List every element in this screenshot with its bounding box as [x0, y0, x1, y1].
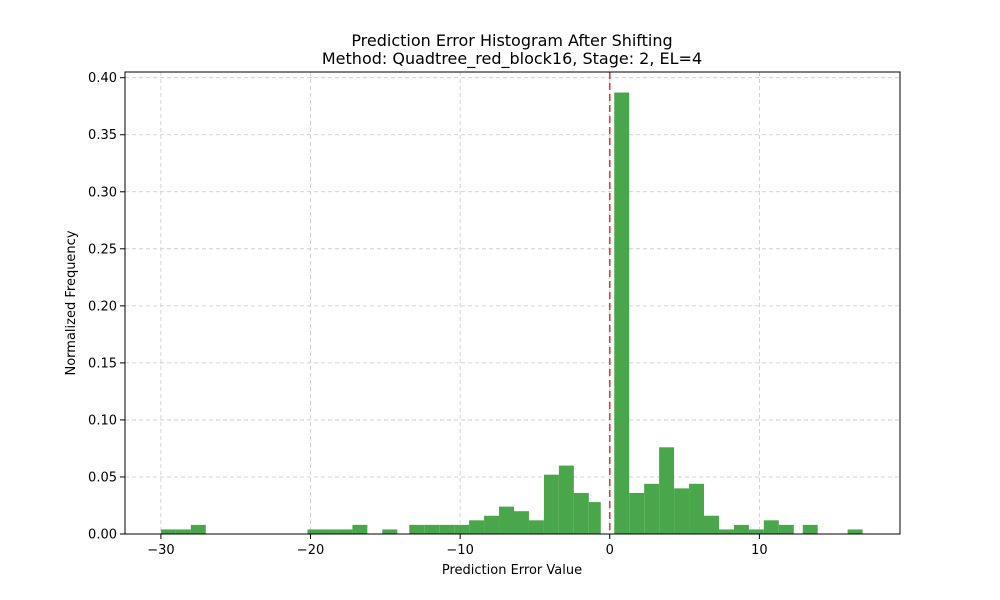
x-tick-label: −30	[147, 543, 174, 558]
histogram-bar	[573, 492, 589, 534]
histogram-bar	[307, 529, 323, 534]
chart-title-line1: Prediction Error Histogram After Shiftin…	[351, 31, 672, 50]
x-axis-ticks: −30 −20 −10 0 10	[147, 534, 768, 558]
histogram-bar	[733, 524, 749, 534]
histogram-bar	[424, 524, 440, 534]
x-tick-label: 10	[751, 543, 768, 558]
histogram-bar	[528, 520, 544, 534]
histogram-bar	[454, 524, 470, 534]
histogram-bar	[659, 447, 675, 534]
histogram-bar	[778, 524, 794, 534]
histogram-bar	[337, 529, 353, 534]
histogram-bar	[409, 524, 425, 534]
y-tick-label: 0.35	[88, 128, 117, 143]
histogram-bar	[748, 529, 764, 534]
histogram-bar	[439, 524, 455, 534]
histogram-bar	[382, 529, 398, 534]
y-axis-ticks: 0.00 0.05 0.10 0.15 0.20 0.25 0.30 0.35 0.40	[88, 71, 125, 543]
histogram-bar	[588, 502, 601, 534]
histogram-bar	[629, 492, 645, 534]
y-tick-label: 0.30	[88, 185, 117, 200]
y-axis-label: Normalized Frequency	[64, 230, 79, 375]
histogram-bar	[718, 529, 734, 534]
plot-frame	[124, 71, 901, 535]
histogram-bar	[644, 483, 660, 534]
histogram-bar	[847, 529, 863, 534]
histogram-bar	[674, 488, 690, 534]
x-tick-label: −10	[446, 543, 473, 558]
y-tick-label: 0.05	[88, 470, 117, 485]
y-tick-label: 0.00	[88, 528, 117, 543]
x-axis-label: Prediction Error Value	[442, 563, 582, 578]
y-tick-label: 0.40	[88, 71, 117, 86]
histogram-bar	[160, 529, 176, 534]
histogram-bar	[763, 520, 779, 534]
y-tick-label: 0.10	[88, 413, 117, 428]
histogram-bar	[469, 520, 485, 534]
histogram-bar	[614, 92, 630, 535]
histogram-bar	[352, 524, 368, 534]
grid-lines	[125, 72, 900, 535]
x-tick-label: 0	[606, 543, 614, 558]
histogram-bar	[704, 515, 719, 534]
histogram-bars	[160, 92, 863, 535]
histogram-bar	[689, 483, 705, 534]
x-tick-label: −20	[297, 543, 324, 558]
histogram-bar	[513, 511, 529, 534]
histogram-bar	[558, 465, 574, 534]
histogram-bar	[484, 515, 500, 534]
histogram-bar	[543, 474, 559, 534]
y-tick-label: 0.20	[88, 299, 117, 314]
histogram-bar	[322, 529, 338, 534]
y-tick-label: 0.25	[88, 242, 117, 257]
y-tick-label: 0.15	[88, 356, 117, 371]
histogram-bar	[190, 524, 206, 534]
chart-title-line2: Method: Quadtree_red_block16, Stage: 2, …	[322, 49, 702, 69]
histogram-bar	[499, 506, 514, 534]
histogram-bar	[175, 529, 191, 534]
histogram-bar	[802, 524, 818, 534]
